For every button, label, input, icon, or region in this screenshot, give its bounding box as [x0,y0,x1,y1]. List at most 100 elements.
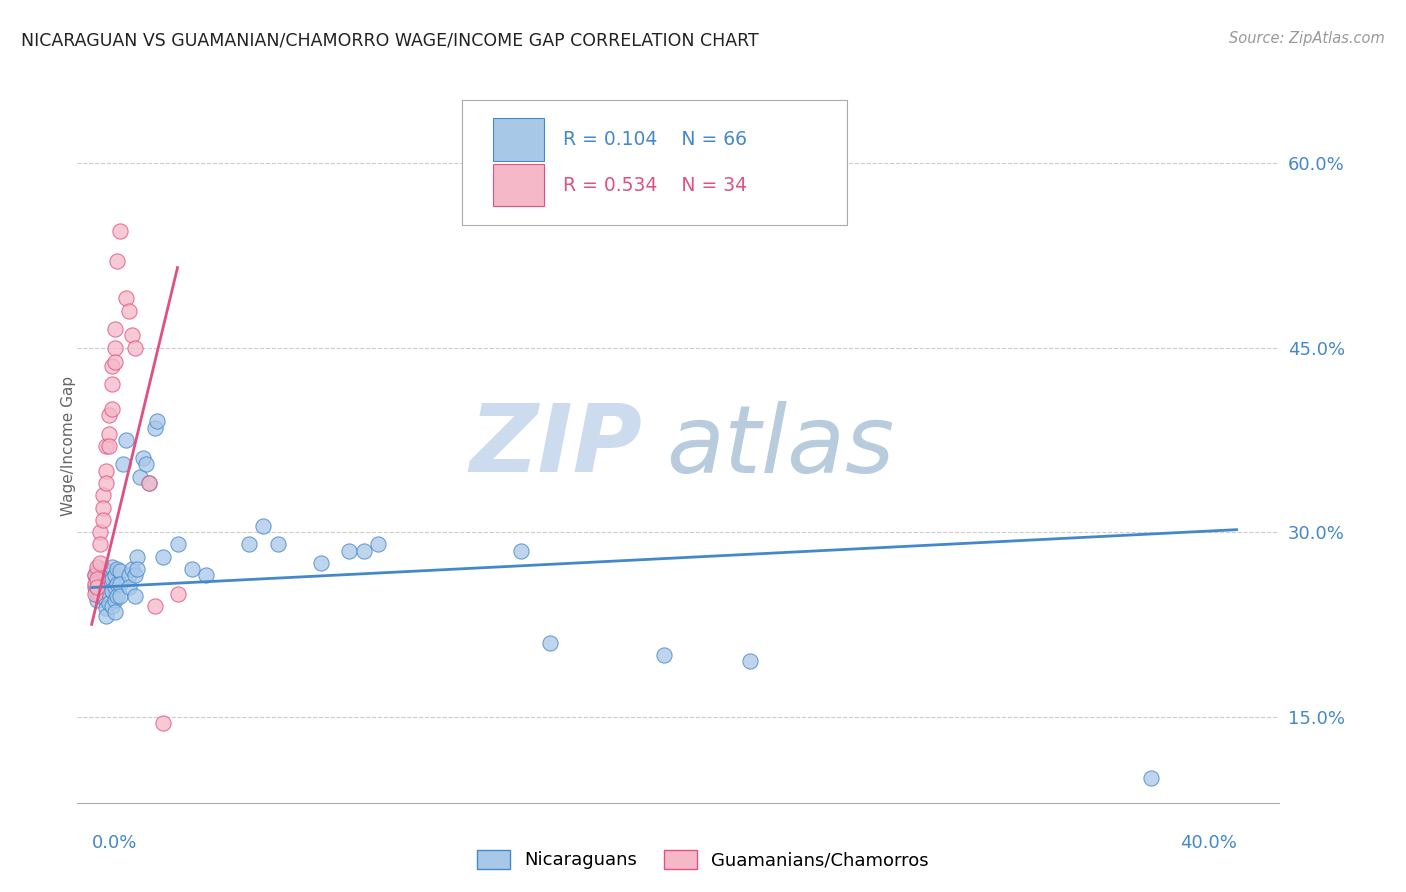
Point [367,537,389,551]
Point [97,565,120,579]
Point [152,715,174,730]
Point [91,576,114,591]
FancyBboxPatch shape [494,164,544,206]
Point [94,581,117,595]
Text: R = 0.534    N = 34: R = 0.534 N = 34 [562,176,747,194]
Point [94,608,117,623]
Point [103,592,125,607]
Point [89,525,111,540]
Point [94,592,117,607]
Point [94,464,117,478]
Point [309,556,332,570]
Point [195,568,218,582]
Point [1139,771,1161,785]
Point [83,568,105,582]
Point [103,581,125,595]
Point [100,402,122,417]
Text: atlas: atlas [666,401,894,491]
Point [83,576,105,591]
Point [86,565,108,579]
Point [107,576,129,591]
Point [107,589,129,603]
Point [100,377,122,392]
Point [97,426,120,441]
Point [143,420,166,434]
Point [146,414,169,428]
Point [166,587,188,601]
Point [100,584,122,599]
Point [110,224,132,238]
Y-axis label: Wage/Income Gap: Wage/Income Gap [62,376,76,516]
Point [127,549,149,564]
Point [86,572,108,586]
FancyBboxPatch shape [494,119,544,161]
Point [353,543,375,558]
Point [94,601,117,615]
Point [97,409,120,423]
Point [91,488,114,502]
Text: Source: ZipAtlas.com: Source: ZipAtlas.com [1229,31,1385,46]
Point [103,355,125,369]
Point [94,475,117,490]
Point [652,648,675,662]
FancyBboxPatch shape [463,100,846,225]
Point [94,439,117,453]
Point [97,597,120,611]
Point [89,537,111,551]
Point [107,562,129,576]
Point [89,589,111,603]
Legend: Nicaraguans, Guamanians/Chamorros: Nicaraguans, Guamanians/Chamorros [468,841,938,879]
Point [97,587,120,601]
Point [83,568,105,582]
Point [238,537,260,551]
Point [124,568,146,582]
Point [86,581,108,595]
Point [121,328,143,343]
Point [124,341,146,355]
Point [166,537,188,551]
Point [86,587,108,601]
Point [738,654,761,668]
Point [538,636,561,650]
Point [110,576,132,591]
Point [135,458,157,472]
Point [91,572,114,586]
Point [86,592,108,607]
Point [103,341,125,355]
Point [100,599,122,613]
Point [89,581,111,595]
Point [107,254,129,268]
Point [180,562,202,576]
Point [152,549,174,564]
Point [91,513,114,527]
Point [138,475,160,490]
Point [118,568,141,582]
Point [100,572,122,586]
Point [89,556,111,570]
Point [143,599,166,613]
Text: ZIP: ZIP [470,400,643,492]
Point [337,543,360,558]
Point [103,568,125,582]
Point [83,587,105,601]
Point [138,475,160,490]
Point [100,359,122,373]
Point [97,439,120,453]
Point [124,589,146,603]
Point [252,519,274,533]
Point [100,559,122,574]
Point [118,581,141,595]
Point [83,581,105,595]
Point [103,322,125,336]
Point [115,291,138,305]
Point [118,303,141,318]
Point [94,568,117,582]
Point [86,559,108,574]
Point [89,574,111,589]
Text: 0.0%: 0.0% [91,833,136,852]
Point [129,469,152,483]
Point [110,589,132,603]
Point [103,605,125,619]
Text: R = 0.104    N = 66: R = 0.104 N = 66 [562,130,747,149]
Point [91,584,114,599]
